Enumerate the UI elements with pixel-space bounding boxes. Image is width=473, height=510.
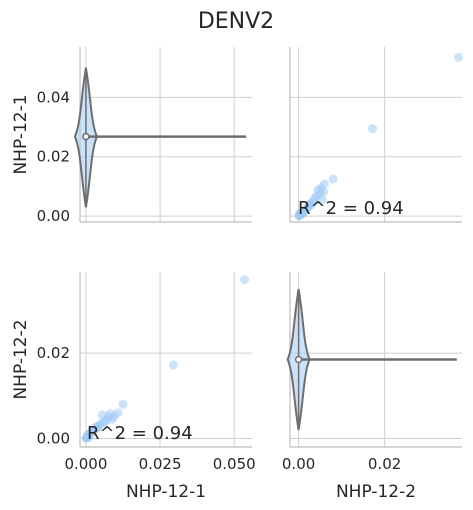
violin-median-marker [294, 355, 303, 364]
r-squared-annotation: R^2 = 0.94 [298, 198, 404, 219]
scatter-point [317, 195, 327, 205]
y-tick-label: 0.02 [37, 344, 70, 362]
y-axis-label: NHP-12-1 [11, 94, 31, 174]
x-tick-label: 0.050 [213, 455, 256, 473]
scatter-point [240, 275, 250, 285]
scatter-point [118, 399, 128, 409]
scatter-point [295, 208, 305, 218]
scatter-point [97, 410, 107, 420]
x-tick-label: 0.025 [139, 455, 182, 473]
chart-title: DENV2 [198, 9, 274, 34]
x-tick-label: 0.02 [368, 455, 401, 473]
x-axis-label: NHP-12-1 [126, 482, 206, 502]
scatter-point [368, 124, 378, 134]
scatter-point [84, 432, 94, 442]
y-tick-label: 0.00 [37, 207, 70, 225]
y-tick-label: 0.02 [37, 148, 70, 166]
scatter-point [168, 360, 178, 370]
scatter-point [328, 174, 338, 184]
x-tick-label: 0.000 [64, 455, 107, 473]
x-tick-label: 0.00 [282, 455, 315, 473]
x-axis-label: NHP-12-2 [336, 482, 416, 502]
y-axis-label: NHP-12-2 [11, 319, 31, 399]
violin-median-marker [82, 132, 90, 141]
y-tick-label: 0.04 [37, 88, 70, 106]
y-tick-label: 0.00 [37, 429, 70, 447]
scatter-point [454, 52, 464, 62]
r-squared-annotation: R^2 = 0.94 [87, 423, 193, 444]
